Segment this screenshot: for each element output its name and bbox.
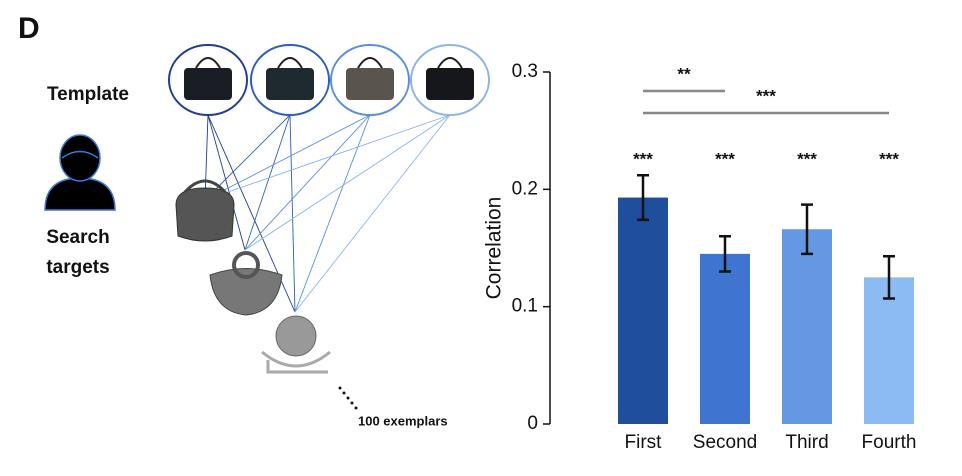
bag-diagram xyxy=(168,44,490,374)
bar xyxy=(782,229,832,424)
template-label: Template xyxy=(47,84,129,105)
panel-label: D xyxy=(18,12,40,45)
link xyxy=(204,114,371,201)
search-label: Search xyxy=(46,227,109,248)
bag-handle xyxy=(437,57,463,69)
y-tick-label: 0 xyxy=(527,413,538,434)
comparison-label: *** xyxy=(756,86,776,105)
comparison-label: ** xyxy=(677,64,691,83)
bar xyxy=(864,277,914,424)
error-bar xyxy=(801,203,813,256)
bag-handle xyxy=(195,57,221,69)
link xyxy=(289,114,296,313)
link xyxy=(207,114,246,251)
target-bag xyxy=(275,315,317,357)
y-tick-label: 0.3 xyxy=(512,61,538,82)
dots xyxy=(338,386,358,410)
template-bag xyxy=(266,68,314,100)
y-tick-label: 0.1 xyxy=(512,296,538,317)
significance: *** xyxy=(633,149,653,168)
bar xyxy=(700,253,750,424)
x-tick-label: Fourth xyxy=(862,432,917,453)
significance: *** xyxy=(715,149,735,168)
link xyxy=(204,114,209,201)
person-icon xyxy=(44,134,116,211)
link xyxy=(244,114,371,251)
exemplar-note: 100 exemplars xyxy=(358,413,448,428)
template-bag xyxy=(426,68,474,100)
target-bag xyxy=(175,187,235,242)
bag-handle xyxy=(183,179,227,194)
error-bar xyxy=(883,254,895,300)
significance: *** xyxy=(879,149,899,168)
y-tick-label: 0.2 xyxy=(512,178,538,199)
y-axis-label: Correlation xyxy=(483,197,506,300)
x-tick-label: Second xyxy=(693,432,757,453)
bag-strap xyxy=(261,350,331,374)
significance: *** xyxy=(797,149,817,168)
link xyxy=(294,114,371,313)
x-tick-label: Third xyxy=(785,432,828,453)
target-bag xyxy=(209,268,283,316)
link xyxy=(244,114,291,251)
template-bag xyxy=(346,68,394,100)
bag-handle xyxy=(357,57,383,69)
bag-handle xyxy=(232,251,260,279)
error-bar xyxy=(637,174,649,222)
search-label: targets xyxy=(46,257,109,278)
bar xyxy=(618,197,668,424)
template-bag xyxy=(184,68,232,100)
x-tick-label: First xyxy=(625,432,663,453)
bag-handle xyxy=(277,57,303,69)
link xyxy=(204,114,451,201)
link xyxy=(244,114,451,251)
error-bar xyxy=(719,235,731,273)
link xyxy=(294,114,451,313)
